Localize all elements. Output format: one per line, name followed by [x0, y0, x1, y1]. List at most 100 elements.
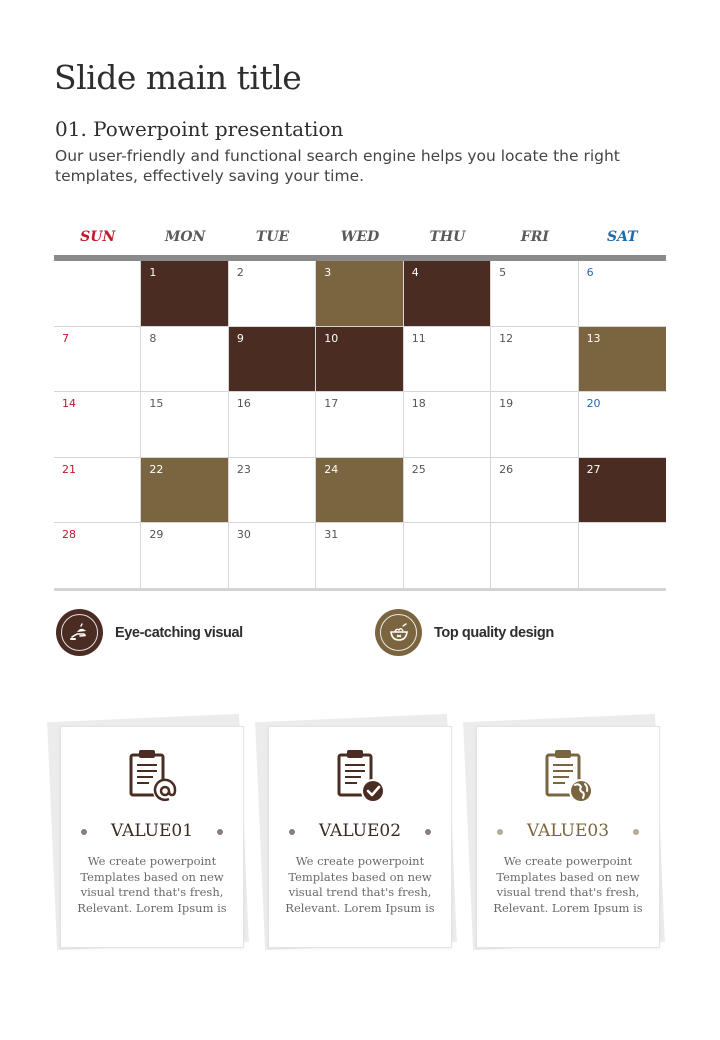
calendar-day-number: 6	[586, 266, 594, 279]
calendar-day-number: 25	[411, 462, 426, 476]
calendar-day-number: 17	[324, 397, 339, 411]
feature-label: Top quality design	[434, 624, 554, 641]
calendar-empty-cell	[578, 523, 666, 589]
calendar-day-cell[interactable]: 10	[316, 326, 404, 393]
calendar-day-number: 8	[149, 331, 157, 345]
card-title: VALUE02	[318, 821, 402, 841]
calendar-empty-cell	[54, 261, 142, 327]
card-title: VALUE03	[526, 821, 610, 841]
calendar-day-cell[interactable]: 21	[54, 457, 142, 524]
calendar-day-cell[interactable]: 15	[141, 392, 229, 458]
calendar-grid: 1 2 3 4 5 6 7 8 9 10 11 12 13 14 15 16 17 18 19 20 21 22 23 24 2…	[54, 261, 666, 591]
calendar: SUN MON TUE WED THU FRI SAT 1 2 3 4 5 6 7 8 9 10 1…	[54, 224, 666, 591]
calendar-day-cell[interactable]: 31	[316, 523, 404, 589]
calendar-day-cell[interactable]: 7	[54, 326, 142, 393]
calendar-day-number: 30	[236, 528, 251, 542]
calendar-day-number: 15	[149, 397, 164, 411]
day-name-fri: FRI	[520, 229, 549, 245]
feature-label: Eye-catching visual	[115, 624, 243, 641]
title-dot	[217, 829, 223, 835]
day-name-mon: MON	[164, 229, 206, 245]
calendar-day-cell[interactable]: 5	[491, 261, 579, 327]
document-globe-icon	[545, 750, 593, 803]
day-name-thu: THU	[429, 229, 466, 245]
calendar-day-cell[interactable]: 9	[228, 326, 317, 393]
calendar-day-number: 2	[236, 266, 244, 279]
calendar-day-number: 24	[324, 462, 339, 476]
calendar-day-cell[interactable]: 25	[403, 457, 492, 524]
calendar-day-number: 11	[411, 331, 426, 345]
calendar-day-cell[interactable]: 16	[228, 392, 317, 458]
calendar-day-cell[interactable]: 29	[141, 523, 229, 589]
calendar-day-cell[interactable]: 30	[228, 523, 317, 589]
calendar-day-cell[interactable]: 1	[141, 261, 229, 327]
calendar-divider	[54, 255, 666, 261]
calendar-empty-cell	[403, 523, 492, 589]
feature-top-quality: Top quality design	[375, 609, 554, 656]
calendar-day-number: 9	[236, 331, 244, 345]
calendar-day-number: 20	[586, 397, 601, 411]
value-card-1: VALUE01 We create powerpoint Templates b…	[47, 713, 249, 951]
calendar-day-number: 13	[586, 331, 601, 345]
calendar-day-cell[interactable]: 11	[403, 326, 492, 393]
calendar-day-cell[interactable]: 2	[228, 261, 317, 327]
slide-title: Slide main title	[54, 58, 302, 97]
document-at-icon	[129, 750, 177, 803]
section-description: Our user-friendly and functional search …	[55, 147, 620, 185]
hand-bowl-icon	[69, 622, 86, 640]
calendar-day-cell[interactable]: 3	[316, 261, 404, 327]
card-title: VALUE01	[110, 821, 194, 841]
feature-badge	[375, 609, 422, 656]
calendar-day-number: 23	[236, 462, 251, 476]
calendar-day-number: 26	[499, 462, 514, 476]
calendar-day-cell[interactable]: 8	[141, 326, 229, 393]
calendar-day-cell[interactable]: 28	[54, 523, 142, 589]
calendar-day-cell[interactable]: 20	[578, 392, 666, 458]
calendar-day-number: 22	[149, 462, 164, 476]
calendar-day-number: 12	[499, 331, 514, 345]
calendar-day-cell[interactable]: 4	[403, 261, 492, 327]
day-name-sat: SAT	[606, 229, 638, 245]
calendar-day-number: 31	[324, 528, 339, 542]
day-name-tue: TUE	[255, 229, 290, 245]
calendar-day-cell[interactable]: 24	[316, 457, 404, 524]
calendar-day-number: 1	[149, 266, 157, 279]
calendar-day-number: 29	[149, 528, 164, 542]
title-dot	[633, 829, 639, 835]
calendar-day-cell[interactable]: 17	[316, 392, 404, 458]
calendar-day-cell[interactable]: 22	[141, 457, 229, 524]
title-dot	[289, 829, 295, 835]
value-card-2: VALUE02 We create powerpoint Templates b…	[255, 713, 457, 951]
calendar-day-cell[interactable]: 6	[578, 261, 666, 327]
card-text: We create powerpoint Templates based on …	[493, 854, 643, 915]
calendar-day-cell[interactable]: 14	[54, 392, 142, 458]
calendar-day-number: 27	[586, 462, 601, 476]
section-subtitle: 01. Powerpoint presentation	[55, 117, 344, 141]
title-dot	[497, 829, 503, 835]
calendar-day-cell[interactable]: 27	[578, 457, 666, 524]
feature-eye-catching: Eye-catching visual	[56, 609, 243, 656]
calendar-day-cell[interactable]: 13	[578, 326, 666, 393]
calendar-day-cell[interactable]: 23	[228, 457, 317, 524]
calendar-day-cell[interactable]: 12	[491, 326, 579, 393]
title-dot	[425, 829, 431, 835]
calendar-day-cell[interactable]: 19	[491, 392, 579, 458]
calendar-header: SUN MON TUE WED THU FRI SAT	[54, 224, 666, 255]
calendar-day-cell[interactable]: 26	[491, 457, 579, 524]
calendar-day-number: 5	[499, 266, 507, 279]
calendar-day-number: 7	[62, 331, 69, 345]
document-check-icon	[337, 750, 385, 803]
day-name-sun: SUN	[80, 229, 116, 245]
calendar-day-number: 18	[411, 397, 426, 411]
feature-badge	[56, 609, 103, 656]
calendar-empty-cell	[491, 523, 579, 589]
calendar-day-number: 19	[499, 397, 514, 411]
calendar-day-cell[interactable]: 18	[403, 392, 492, 458]
calendar-day-number: 3	[324, 266, 332, 279]
calendar-day-number: 28	[62, 528, 76, 542]
day-name-wed: WED	[340, 229, 380, 245]
calendar-day-number: 10	[324, 331, 339, 345]
calendar-day-number: 16	[236, 397, 251, 411]
calendar-day-number: 21	[62, 462, 76, 476]
value-card-3: VALUE03 We create powerpoint Templates b…	[463, 713, 665, 951]
